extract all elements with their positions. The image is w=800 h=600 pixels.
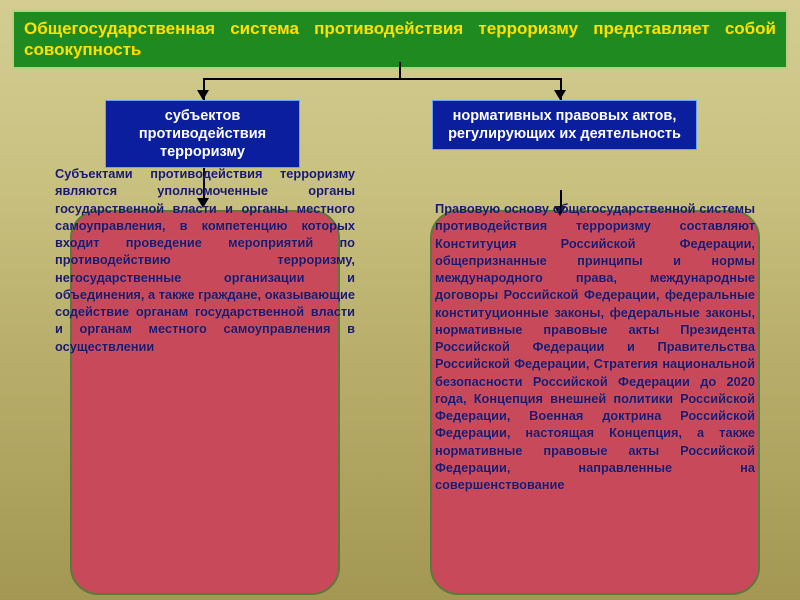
connector-line bbox=[399, 62, 401, 78]
sub-box-subjects: субъектов противодействия терроризму bbox=[105, 100, 300, 168]
sub-box-subjects-text: субъектов противодействия терроризму bbox=[139, 108, 266, 160]
arrowhead-icon bbox=[197, 90, 209, 100]
connector-line bbox=[203, 78, 562, 80]
sub-box-acts: нормативных правовых актов, регулирующих… bbox=[432, 100, 697, 150]
title-text: Общегосударственная система противодейст… bbox=[24, 18, 776, 61]
body-text-left: Субъектами противодействия терроризму яв… bbox=[55, 165, 355, 355]
sub-box-acts-text: нормативных правовых актов, регулирующих… bbox=[448, 108, 681, 142]
arrowhead-icon bbox=[554, 90, 566, 100]
body-text-right: Правовую основу общегосударственной сист… bbox=[435, 200, 755, 494]
title-box: Общегосударственная система противодейст… bbox=[12, 10, 788, 69]
